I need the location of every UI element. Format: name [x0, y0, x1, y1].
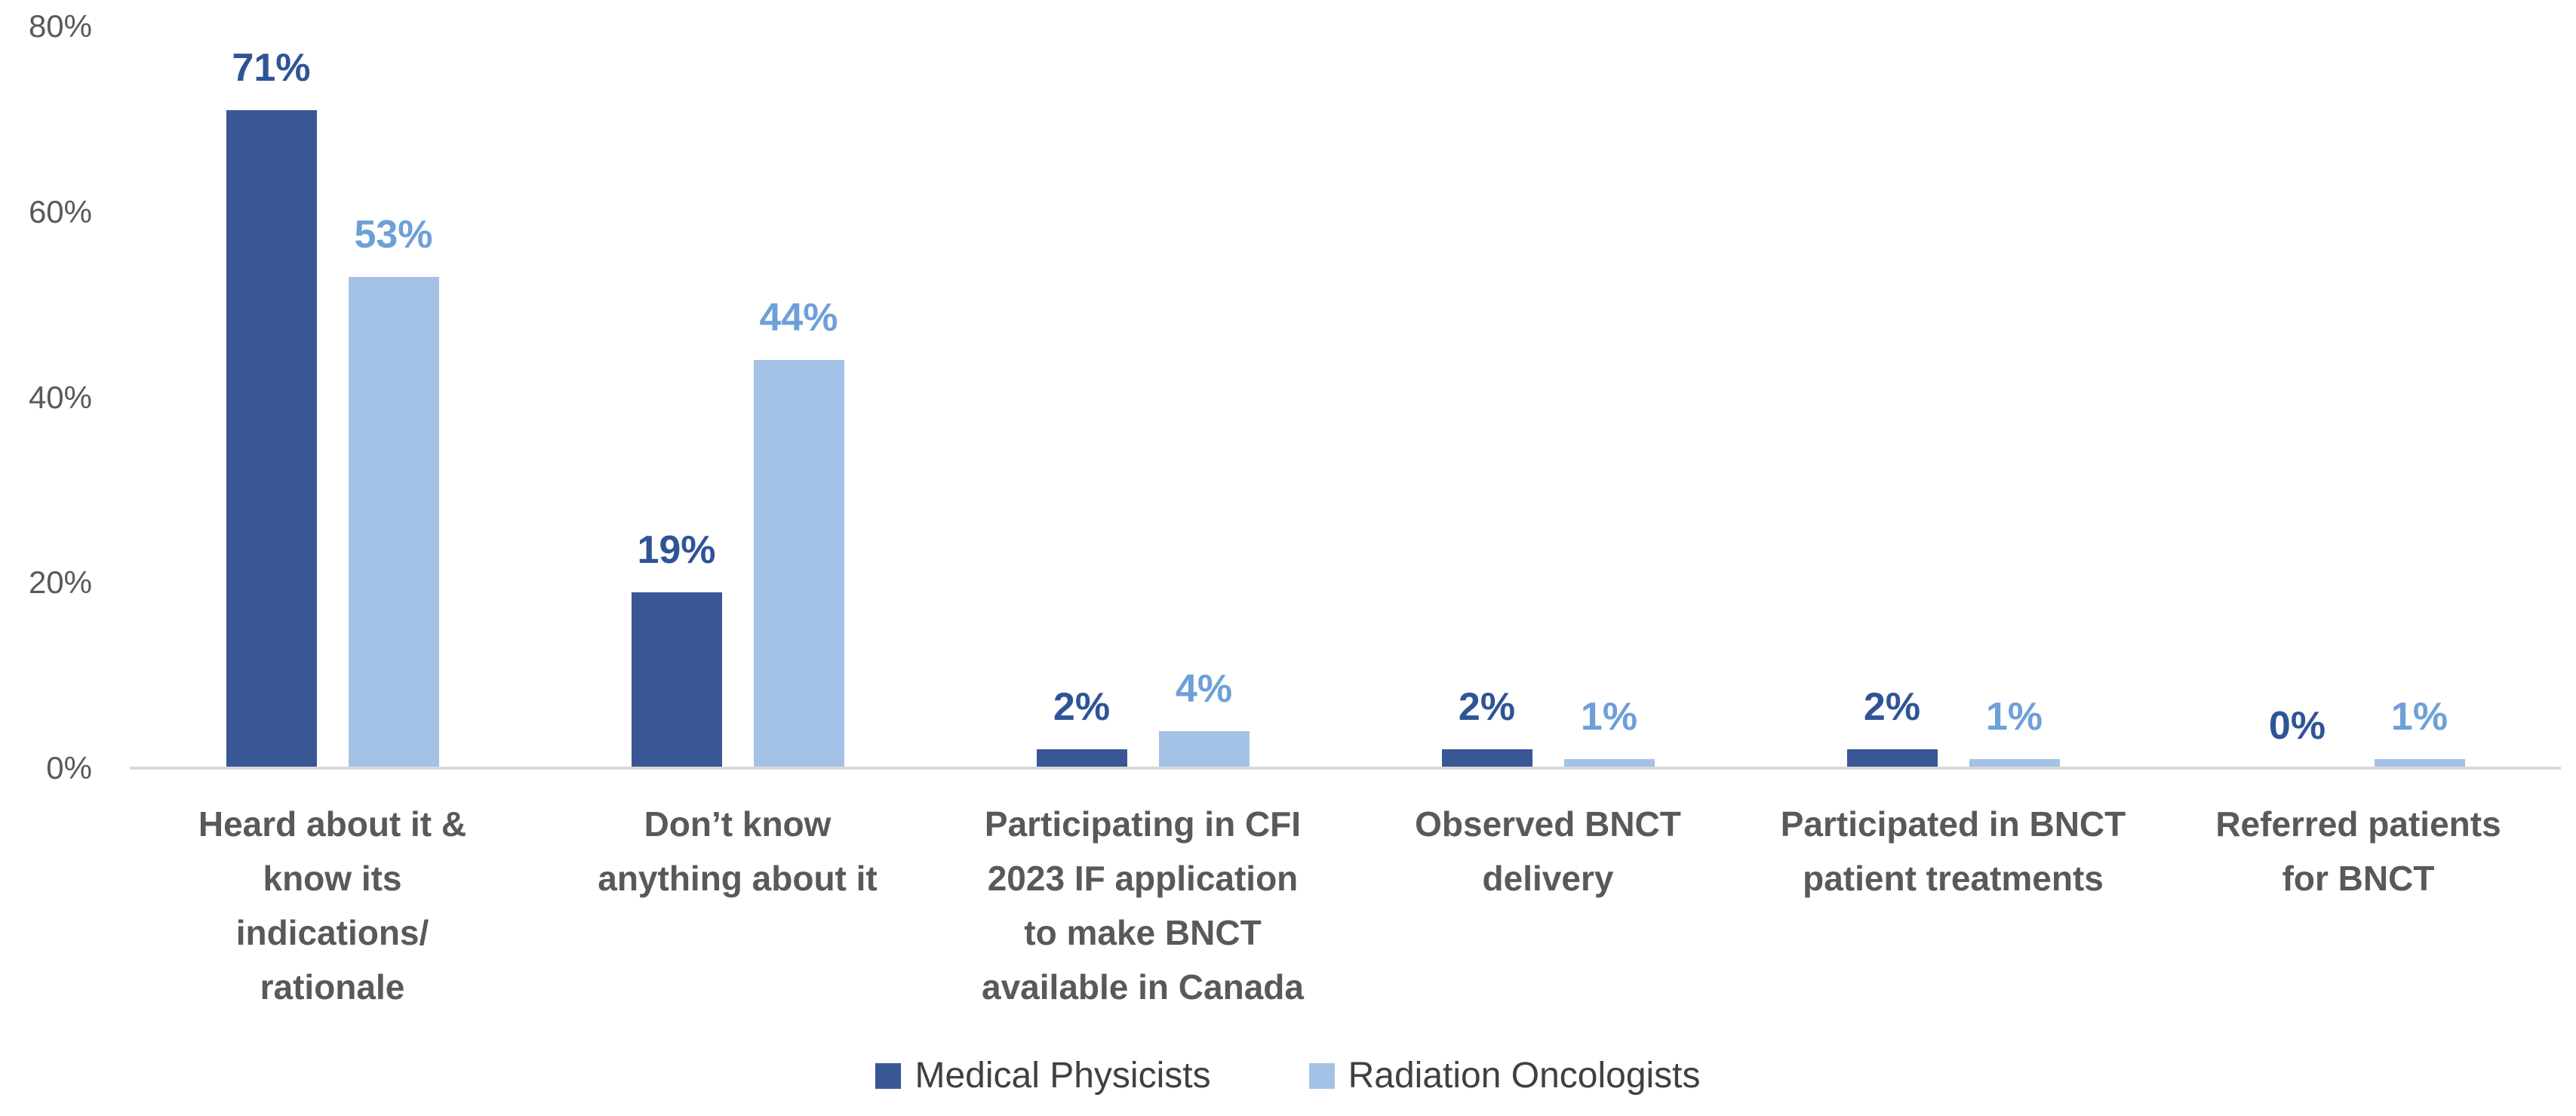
category-label: Don’t know anything about it: [535, 797, 940, 905]
bar-radiation-oncologists: 1%: [1563, 695, 1655, 768]
category-group: 19% 44%: [535, 26, 940, 768]
bar-radiation-oncologists: 44%: [753, 296, 844, 768]
category-label-line: anything about it: [598, 859, 878, 898]
legend-item-radiation-oncologists: Radiation Oncologists: [1308, 1055, 1701, 1096]
category-label: Observed BNCT delivery: [1345, 797, 1751, 905]
value-label: 1%: [1580, 694, 1638, 739]
category-label-line: Heard about it &: [198, 804, 467, 844]
bar-medical-physicists: 2%: [1846, 685, 1938, 768]
category-group: 0% 1%: [2156, 26, 2561, 768]
value-label: 44%: [759, 296, 838, 340]
value-label: 2%: [1053, 685, 1111, 730]
legend-color-swatch: [875, 1062, 902, 1089]
category-label-line: to make BNCT: [1024, 913, 1262, 952]
category-label: Heard about it & know its indications/rati…: [130, 797, 535, 1014]
y-tick-label: 80%: [28, 8, 92, 44]
category-group: 2% 1%: [1751, 26, 2156, 768]
category-label-line: patient treatments: [1803, 859, 2104, 898]
value-label: 2%: [1863, 685, 1921, 730]
legend-color-swatch: [1308, 1062, 1335, 1089]
category-label-line: available in Canada: [982, 967, 1304, 1007]
value-label: 2%: [1458, 685, 1516, 730]
category-group: 71% 53%: [130, 26, 535, 768]
category-label: Participating in CFI 2023 IF application t…: [940, 797, 1345, 1014]
bar-radiation-oncologists: 1%: [2374, 695, 2465, 768]
x-axis-line: [130, 767, 2561, 770]
category-label-line: for BNCT: [2282, 859, 2435, 898]
bar-radiation-oncologists: 4%: [1158, 667, 1250, 768]
category-label: Participated in BNCT patient treatments: [1751, 797, 2156, 905]
y-tick-label: 60%: [28, 193, 92, 229]
category-label: Referred patients for BNCT: [2156, 797, 2561, 905]
y-tick-label: 0%: [46, 750, 92, 786]
plot-area: 71% 53% 19% 44% 2% 4% 2% 1% 2% 1% 0% 1%: [0, 26, 2576, 768]
bar-radiation-oncologists: 53%: [348, 213, 439, 768]
legend-label: Medical Physicists: [915, 1056, 1211, 1096]
y-tick-label: 20%: [28, 564, 92, 601]
category-label-line: Don’t know: [644, 804, 832, 844]
category-label-line: Participated in BNCT: [1780, 804, 2126, 844]
value-label: 71%: [232, 45, 311, 90]
category-label-line: Observed BNCT: [1415, 804, 1681, 844]
category-label-line: Participating in CFI: [984, 804, 1302, 844]
y-tick-label: 40%: [28, 379, 92, 415]
legend: Medical Physicists Radiation Oncologists: [0, 1055, 2576, 1096]
value-label: 19%: [637, 527, 716, 572]
bar-radiation-oncologists: 1%: [1969, 695, 2060, 768]
value-label: 1%: [2390, 694, 2448, 739]
legend-item-medical-physicists: Medical Physicists: [875, 1055, 1211, 1096]
category-label-line: rationale: [260, 967, 405, 1007]
bar-medical-physicists: 2%: [1036, 685, 1127, 768]
bar-medical-physicists: 19%: [631, 528, 722, 768]
category-group: 2% 4%: [940, 26, 1345, 768]
category-label-line: 2023 IF application: [987, 859, 1299, 898]
category-label-line: indications/: [235, 913, 429, 952]
category-group: 2% 1%: [1345, 26, 1751, 768]
value-label: 4%: [1175, 666, 1233, 711]
value-label: 53%: [354, 212, 433, 257]
category-label-line: Referred patients: [2215, 804, 2501, 844]
bar-medical-physicists: 71%: [226, 46, 317, 768]
category-label-line: know its: [263, 859, 402, 898]
category-label-line: delivery: [1482, 859, 1614, 898]
legend-label: Radiation Oncologists: [1348, 1056, 1701, 1096]
bar-medical-physicists: 2%: [1441, 685, 1532, 768]
value-label: 0%: [2268, 704, 2326, 748]
value-label: 1%: [1985, 694, 2043, 739]
